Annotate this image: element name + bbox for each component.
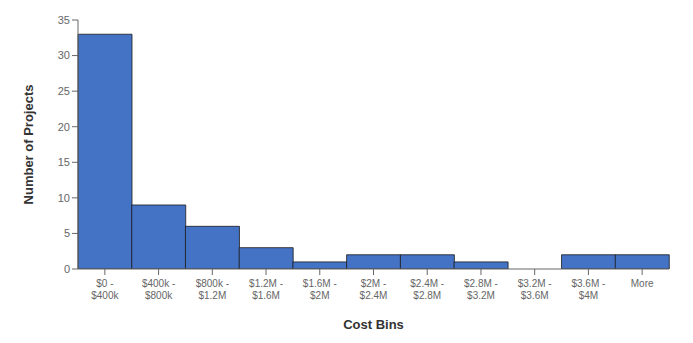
svg-text:Number of Projects: Number of Projects bbox=[21, 85, 36, 205]
svg-text:15: 15 bbox=[58, 156, 70, 168]
svg-text:$400k -$800k: $400k -$800k bbox=[142, 278, 175, 301]
svg-text:$1.6M -$2M: $1.6M -$2M bbox=[303, 278, 337, 301]
svg-text:$2.8M -$3.2M: $2.8M -$3.2M bbox=[464, 278, 498, 301]
svg-text:30: 30 bbox=[58, 49, 70, 61]
svg-text:35: 35 bbox=[58, 14, 70, 26]
svg-text:20: 20 bbox=[58, 121, 70, 133]
svg-text:$0 -$400k: $0 -$400k bbox=[91, 278, 119, 301]
svg-text:$1.2M -$1.6M: $1.2M -$1.6M bbox=[249, 278, 283, 301]
svg-text:$2M -$2.4M: $2M -$2.4M bbox=[360, 278, 388, 301]
svg-text:10: 10 bbox=[58, 192, 70, 204]
svg-text:More: More bbox=[631, 278, 654, 289]
svg-text:5: 5 bbox=[64, 227, 70, 239]
svg-text:25: 25 bbox=[58, 85, 70, 97]
svg-text:$3.2M -$3.6M: $3.2M -$3.6M bbox=[518, 278, 552, 301]
svg-text:0: 0 bbox=[64, 263, 70, 275]
svg-text:$800k -$1.2M: $800k -$1.2M bbox=[196, 278, 229, 301]
svg-text:$2.4M -$2.8M: $2.4M -$2.8M bbox=[410, 278, 444, 301]
svg-text:$3.6M -$4M: $3.6M -$4M bbox=[571, 278, 605, 301]
svg-text:Cost Bins: Cost Bins bbox=[343, 317, 404, 332]
